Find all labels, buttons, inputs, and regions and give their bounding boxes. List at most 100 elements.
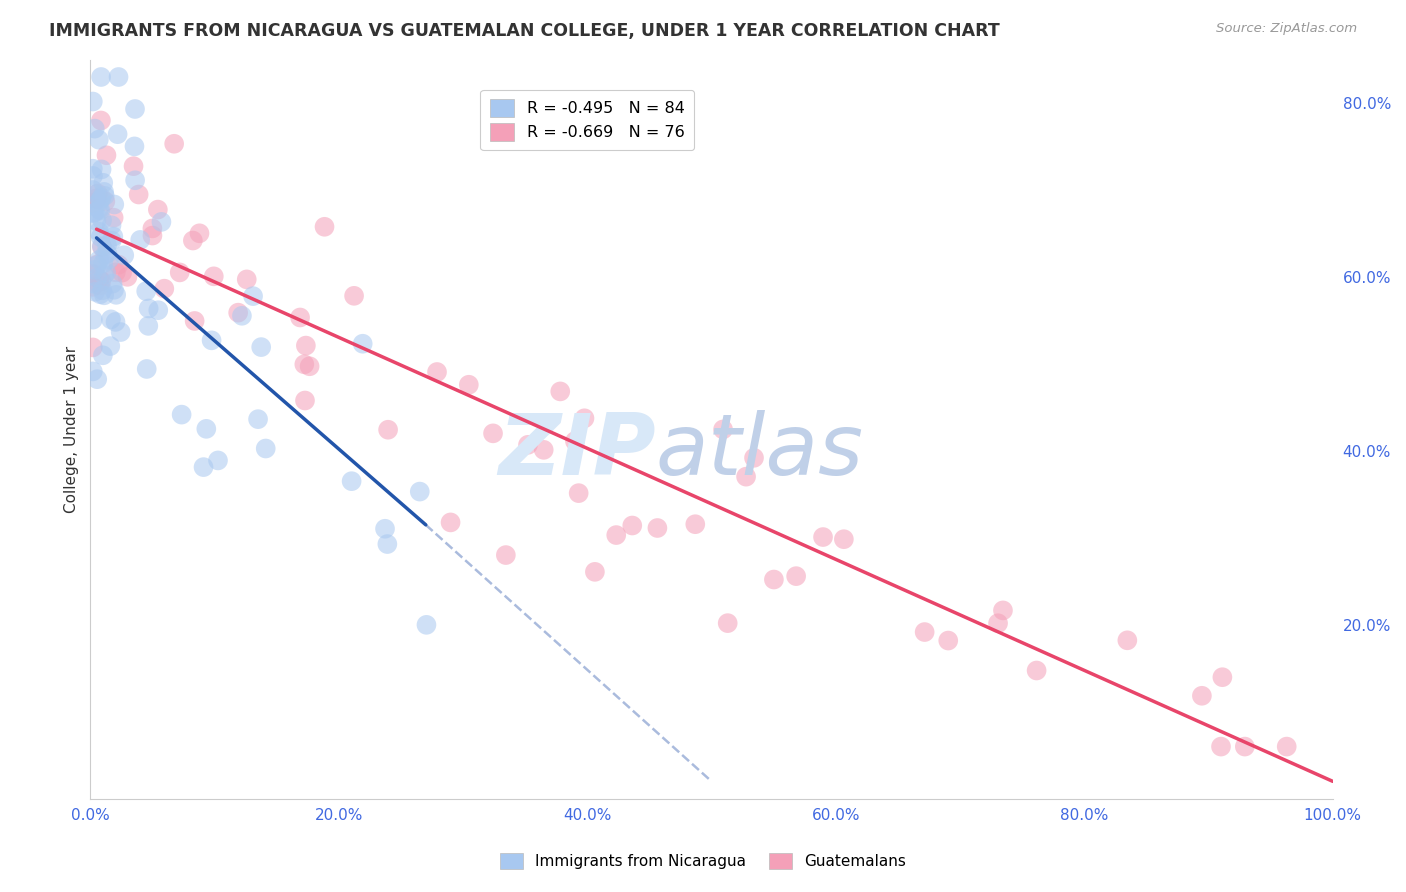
Point	[169, 265, 191, 279]
Legend: R = -0.495   N = 84, R = -0.669   N = 76: R = -0.495 N = 84, R = -0.669 N = 76	[481, 90, 695, 150]
Point	[94, 194, 117, 209]
Point	[247, 412, 270, 426]
Point	[914, 625, 936, 640]
Point	[207, 453, 229, 467]
Point	[377, 537, 399, 551]
Point	[374, 522, 396, 536]
Point	[568, 486, 591, 500]
Point	[141, 228, 163, 243]
Point	[991, 603, 1014, 617]
Point	[987, 616, 1010, 631]
Point	[91, 256, 114, 270]
Point	[564, 434, 586, 449]
Point	[89, 278, 111, 293]
Point	[91, 213, 114, 227]
Point	[90, 239, 112, 253]
Point	[84, 285, 107, 299]
Point	[482, 426, 505, 441]
Point	[254, 442, 277, 456]
Point	[202, 269, 225, 284]
Point	[183, 314, 205, 328]
Y-axis label: College, Under 1 year: College, Under 1 year	[65, 345, 79, 513]
Point	[96, 246, 118, 260]
Point	[98, 339, 121, 353]
Point	[90, 193, 112, 207]
Point	[647, 521, 669, 535]
Point	[141, 221, 163, 235]
Point	[91, 176, 114, 190]
Point	[86, 372, 108, 386]
Point	[82, 277, 104, 291]
Point	[101, 277, 124, 291]
Point	[100, 219, 122, 233]
Point	[811, 530, 834, 544]
Point	[96, 148, 118, 162]
Point	[621, 518, 644, 533]
Point	[82, 312, 104, 326]
Point	[200, 334, 222, 348]
Point	[93, 288, 115, 302]
Point	[82, 95, 104, 109]
Point	[90, 113, 112, 128]
Point	[103, 283, 125, 297]
Point	[82, 280, 104, 294]
Point	[188, 227, 211, 241]
Point	[124, 173, 146, 187]
Point	[82, 183, 104, 197]
Point	[103, 211, 125, 225]
Point	[82, 364, 104, 378]
Point	[343, 289, 366, 303]
Point	[717, 616, 740, 631]
Point	[93, 268, 115, 282]
Point	[103, 197, 125, 211]
Point	[685, 517, 707, 532]
Point	[83, 121, 105, 136]
Point	[82, 206, 104, 220]
Point	[292, 357, 315, 371]
Point	[107, 258, 129, 272]
Point	[87, 196, 110, 211]
Point	[762, 573, 785, 587]
Point	[105, 288, 128, 302]
Point	[1233, 739, 1256, 754]
Point	[295, 338, 318, 352]
Legend: Immigrants from Nicaragua, Guatemalans: Immigrants from Nicaragua, Guatemalans	[494, 847, 912, 875]
Point	[193, 460, 215, 475]
Point	[96, 238, 118, 252]
Point	[117, 269, 139, 284]
Point	[91, 348, 114, 362]
Point	[82, 161, 104, 176]
Point	[548, 384, 571, 399]
Point	[1275, 739, 1298, 754]
Point	[735, 469, 758, 483]
Point	[298, 359, 321, 374]
Point	[100, 234, 122, 248]
Point	[90, 274, 112, 288]
Point	[181, 234, 204, 248]
Point	[86, 259, 108, 273]
Point	[150, 215, 173, 229]
Point	[104, 265, 127, 279]
Point	[83, 205, 105, 219]
Point	[82, 195, 104, 210]
Point	[100, 312, 122, 326]
Point	[93, 185, 115, 199]
Text: ZIP: ZIP	[498, 409, 655, 493]
Point	[495, 548, 517, 562]
Point	[91, 283, 114, 297]
Text: Source: ZipAtlas.com: Source: ZipAtlas.com	[1216, 22, 1357, 36]
Point	[409, 484, 432, 499]
Point	[82, 267, 104, 281]
Point	[352, 336, 374, 351]
Point	[87, 133, 110, 147]
Point	[86, 257, 108, 271]
Point	[87, 225, 110, 239]
Point	[195, 422, 218, 436]
Point	[89, 203, 111, 218]
Point	[86, 214, 108, 228]
Point	[122, 159, 145, 173]
Point	[90, 70, 112, 84]
Point	[110, 325, 132, 339]
Point	[129, 233, 152, 247]
Point	[439, 516, 461, 530]
